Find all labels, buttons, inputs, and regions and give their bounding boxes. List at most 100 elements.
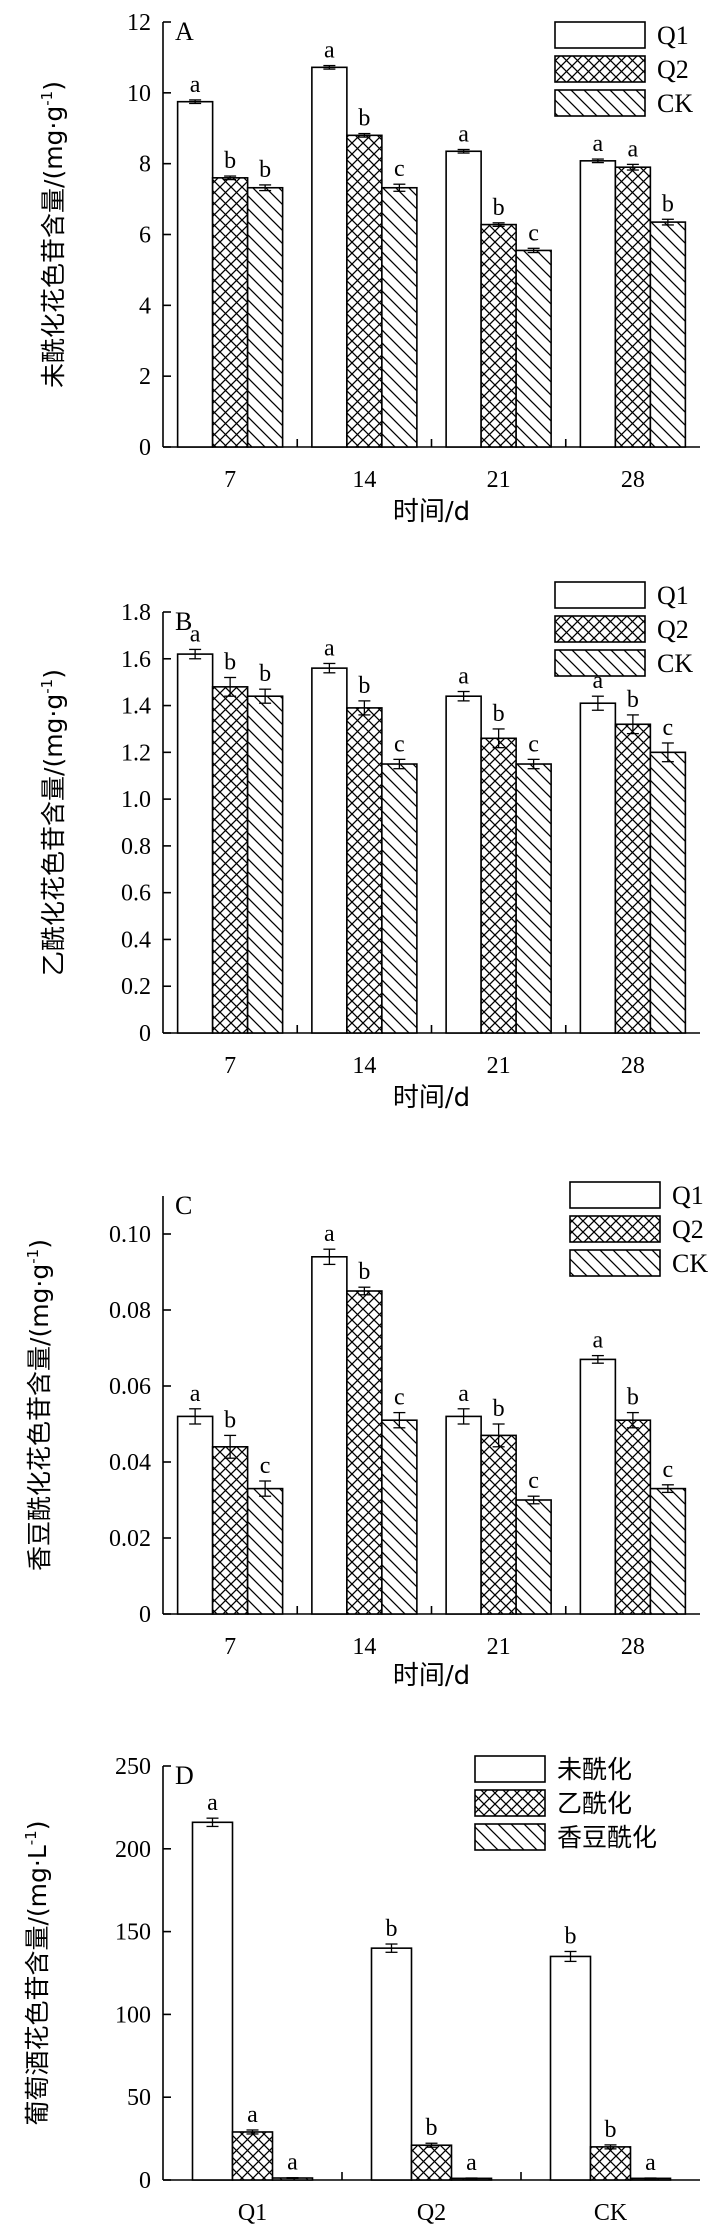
significance-letter: a [458,664,469,690]
legend-label: CK [657,89,693,118]
x-tick-label: 7 [224,467,236,493]
y-axis-label-main: 乙酰化花色苷含量/(mg·g [39,694,68,976]
significance-letter: b [627,1385,639,1411]
bar-Q1-21 [445,695,482,1034]
x-axis-label: 时间/d [393,1083,470,1113]
y-tick-label: 0.4 [121,927,151,953]
y-tick-label: 0.06 [109,1374,151,1400]
bar-Q1-28 [579,1358,617,1615]
bar-Q1-14 [311,1256,348,1615]
bar-Q2-21 [480,223,517,448]
significance-letter: a [593,1328,604,1354]
significance-letter: b [493,195,505,221]
bar-CK-7 [246,695,284,1034]
bar-Q1-21 [445,150,482,448]
x-tick-label: 14 [352,1634,376,1660]
y-axis-label-close: ) [23,1820,52,1830]
bar-Q2-28 [614,1419,652,1615]
significance-letter: a [593,668,604,694]
x-tick-label: 7 [224,1053,236,1079]
bar-Q2-7 [211,177,249,448]
y-tick-label: 0 [139,1021,151,1047]
significance-letter: b [662,191,674,217]
significance-letter: b [224,649,236,675]
significance-letter: c [663,715,674,741]
significance-letter: b [605,2117,617,2143]
bar-Q1-14 [311,66,348,448]
legend-label: Q2 [672,1215,704,1244]
y-axis-label-close: ) [39,669,68,679]
x-tick-label: 14 [352,1053,376,1079]
y-tick-label: 0.2 [121,974,151,1000]
legend-swatch-0 [554,21,646,49]
bar-Q2-21 [480,737,517,1034]
significance-letter: b [627,687,639,713]
significance-letter: a [628,136,639,162]
bar-未酰化-CK [549,1955,592,2181]
legend-swatch-1 [569,1215,661,1243]
y-axis-label-superscript: -1 [24,1249,42,1264]
legend-swatch-1 [474,1789,546,1817]
x-tick-label: 21 [487,1053,511,1079]
x-tick-label: Q1 [238,2200,267,2226]
legend-swatch-0 [554,581,646,609]
bar-乙酰化-Q1 [231,2131,274,2181]
y-axis-label: 乙酰化花色苷含量/(mg·g-1) [38,669,68,976]
y-axis-label: 香豆酰化花色苷含量/(mg·g-1) [24,1239,54,1571]
legend-label: CK [672,1249,708,1278]
legend-label: Q1 [657,581,689,610]
x-tick-label: Q2 [417,2200,446,2226]
bar-Q1-7 [176,1415,214,1615]
bar-Q2-14 [346,1290,383,1615]
bar-CK-14 [381,186,418,448]
x-tick-label: CK [594,2200,628,2226]
x-tick-label: 28 [621,1053,645,1079]
y-tick-label: 50 [127,2085,151,2111]
y-tick-label: 1.8 [121,600,151,626]
significance-letter: a [190,621,201,647]
y-tick-label: 4 [139,293,151,319]
legend-label: 香豆酰化 [557,1823,657,1852]
legend-swatch-0 [569,1181,661,1209]
y-tick-label: 1.4 [121,694,151,720]
significance-letter: a [287,2150,298,2176]
legend-label: CK [657,649,693,678]
y-axis-label-close: ) [39,81,68,91]
y-tick-label: 2 [139,364,151,390]
y-tick-label: 0 [139,1602,151,1628]
y-tick-label: 0 [139,435,151,461]
y-tick-label: 150 [115,1920,151,1946]
significance-letter: b [259,661,271,687]
bar-Q1-28 [579,160,617,448]
y-tick-label: 250 [115,1754,151,1780]
significance-letter: b [386,1916,398,1942]
y-tick-label: 0.04 [109,1450,151,1476]
y-axis-label: 未酰化花色苷含量/(mg·g-1) [38,81,68,388]
bar-CK-21 [515,1499,552,1615]
x-axis-label: 时间/d [393,497,470,527]
y-tick-label: 6 [139,223,151,249]
bar-CK-14 [381,1419,418,1615]
significance-letter: a [466,2150,477,2176]
significance-letter: a [458,122,469,148]
bar-Q2-14 [346,134,383,448]
significance-letter: a [190,1381,201,1407]
y-tick-label: 1.6 [121,647,151,673]
bar-Q2-28 [614,723,652,1034]
legend-label: Q1 [672,1181,704,1210]
y-tick-label: 10 [127,81,151,107]
significance-letter: a [324,635,335,661]
bar-CK-21 [515,249,552,448]
significance-letter: c [394,1385,405,1411]
legend-swatch-0 [474,1755,546,1783]
panel-label: C [175,1191,192,1220]
significance-letter: a [645,2150,656,2176]
bar-未酰化-Q2 [370,1947,413,2181]
significance-letter: c [260,1453,271,1479]
significance-letter: b [224,148,236,174]
significance-letter: b [493,701,505,727]
panel-label: A [175,17,194,46]
bar-Q1-28 [579,702,617,1034]
bar-Q1-14 [311,667,348,1034]
